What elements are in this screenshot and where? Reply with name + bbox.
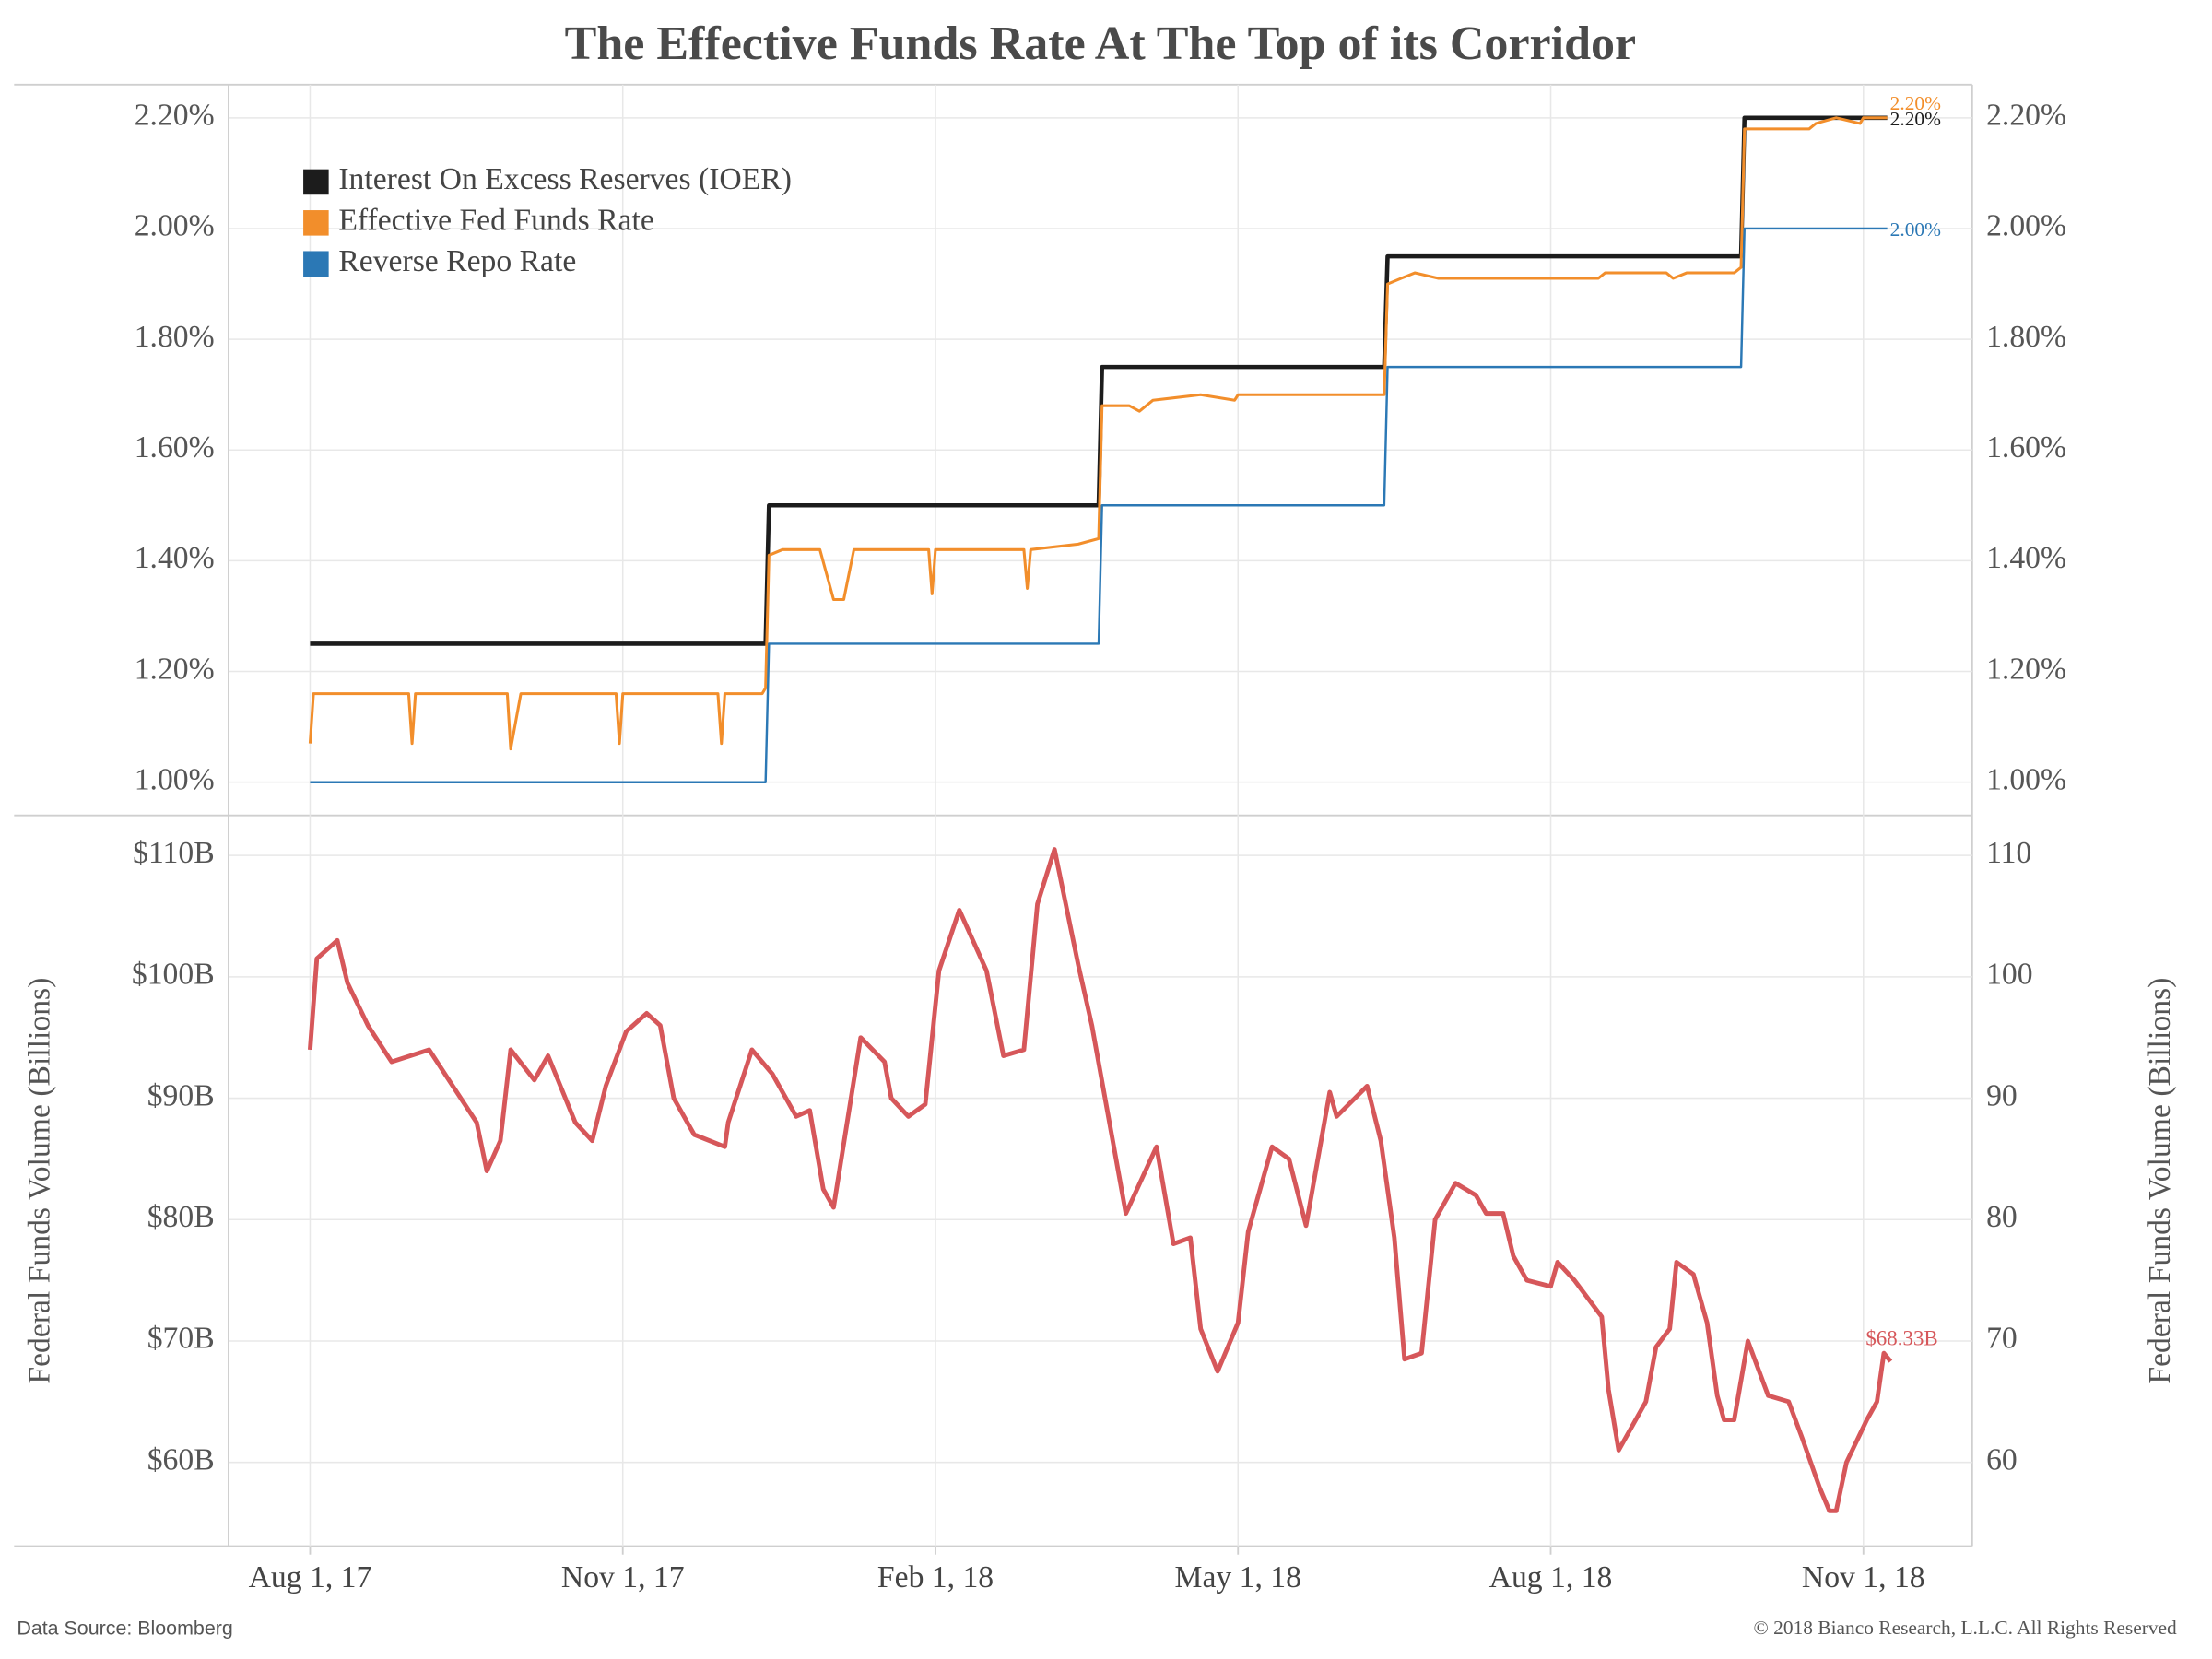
end-label: 2.20% — [1890, 108, 1941, 130]
y2-tick-label: 70 — [1986, 1322, 2018, 1356]
chart-title: The Effective Funds Rate At The Top of i… — [565, 18, 1637, 70]
y-tick-label: 1.60% — [135, 430, 215, 465]
end-label: 2.00% — [1890, 218, 1941, 241]
legend-swatch — [303, 210, 329, 236]
y2-tick-label: 110 — [1986, 836, 2031, 870]
y-tick-label: 1.40% — [135, 541, 215, 575]
end-label: $68.33B — [1865, 1326, 1937, 1349]
x-tick-label: Nov 1, 17 — [561, 1560, 685, 1594]
series-line — [310, 115, 1888, 646]
series-line — [310, 227, 1888, 783]
copyright: © 2018 Bianco Research, L.L.C. All Right… — [1754, 1617, 2177, 1639]
y2-tick-label: 1.40% — [1986, 541, 2066, 575]
y2-tick-label: 1.80% — [1986, 320, 2066, 354]
legend-swatch — [303, 251, 329, 276]
y-tick-label: $100B — [132, 958, 215, 992]
y-tick-label: $90B — [147, 1078, 215, 1112]
x-tick-label: Aug 1, 17 — [249, 1560, 372, 1594]
y2-tick-label: 2.00% — [1986, 209, 2066, 243]
y-tick-label: $60B — [147, 1442, 215, 1477]
end-label: 2.20% — [1890, 92, 1941, 114]
y-axis-label: Federal Funds Volume (Billions) — [23, 978, 57, 1384]
source: Data Source: Bloomberg — [17, 1618, 232, 1640]
y-tick-label: 2.20% — [135, 99, 215, 133]
x-tick-label: Aug 1, 18 — [1489, 1560, 1613, 1594]
y-tick-label: 1.80% — [135, 320, 215, 354]
series-line — [307, 847, 1893, 1513]
legend-label: Interest On Excess Reserves (IOER) — [338, 162, 792, 196]
y-tick-label: 2.00% — [135, 209, 215, 243]
y-tick-label: $110B — [133, 836, 215, 870]
y2-tick-label: 1.60% — [1986, 430, 2066, 465]
y-tick-label: 1.00% — [135, 762, 215, 796]
x-tick-label: May 1, 18 — [1175, 1560, 1301, 1594]
legend-label: Reverse Repo Rate — [338, 244, 576, 278]
y2-tick-label: 60 — [1986, 1442, 2018, 1477]
legend-swatch — [303, 169, 329, 195]
y2-tick-label: 1.20% — [1986, 652, 2066, 686]
y-tick-label: 1.20% — [135, 652, 215, 686]
series-line — [308, 116, 1888, 751]
x-tick-label: Nov 1, 18 — [1802, 1560, 1925, 1594]
y2-tick-label: 80 — [1986, 1200, 2018, 1234]
y2-tick-label: 100 — [1986, 958, 2032, 992]
y2-tick-label: 1.00% — [1986, 762, 2066, 796]
x-tick-label: Feb 1, 18 — [877, 1560, 994, 1594]
y2-tick-label: 90 — [1986, 1078, 2018, 1112]
y2-tick-label: 2.20% — [1986, 99, 2066, 133]
legend-label: Effective Fed Funds Rate — [338, 204, 653, 238]
y-tick-label: $70B — [147, 1322, 215, 1356]
y-tick-label: $80B — [147, 1200, 215, 1234]
y2-axis-label: Federal Funds Volume (Billions) — [2143, 978, 2177, 1384]
